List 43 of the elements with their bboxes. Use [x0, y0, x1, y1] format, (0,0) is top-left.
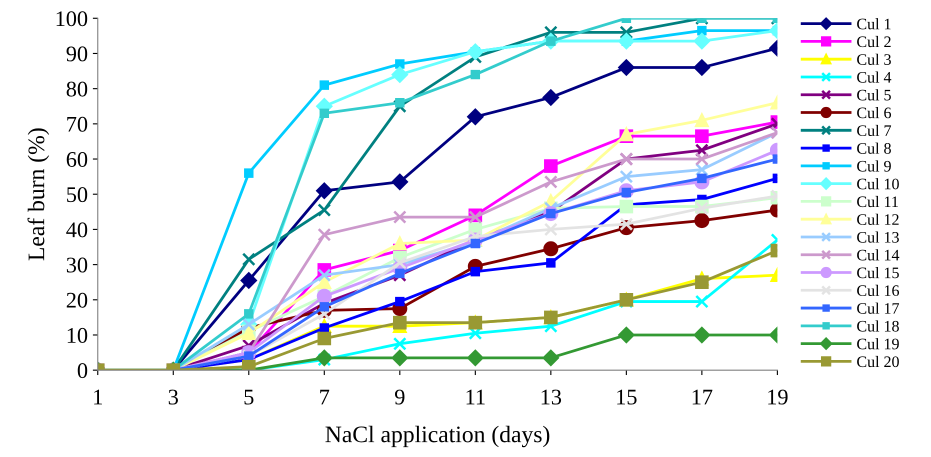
y-tick-label: 90 — [66, 46, 88, 62]
y-tick-label: 50 — [67, 187, 88, 202]
legend-label: Cul 19 — [857, 338, 899, 350]
x-tick-label: 15 — [617, 390, 637, 405]
x-tick-label: 7 — [320, 390, 330, 404]
legend-label: Cul 20 — [857, 356, 899, 368]
x-tick-label: 3 — [168, 390, 178, 405]
legend-label: Cul 3 — [857, 54, 891, 65]
legend-label: Cul 16 — [857, 284, 900, 296]
legend-label: Cul 10 — [857, 178, 899, 190]
legend-label: Cul 12 — [857, 214, 899, 225]
legend-label: Cul 9 — [857, 160, 891, 172]
legend-label: Cul 11 — [857, 196, 898, 208]
y-tick-label: 20 — [66, 292, 88, 308]
y-axis-title: Leaf burn (%) — [27, 128, 50, 260]
y-tick-label: 100 — [56, 11, 88, 26]
x-tick-label: 11 — [466, 390, 485, 404]
legend-label: Cul 15 — [857, 267, 899, 278]
legend-label: Cul 6 — [857, 107, 892, 118]
legend-label: Cul 2 — [857, 36, 891, 48]
y-tick-label: 40 — [66, 222, 88, 238]
legend-label: Cul 17 — [857, 302, 900, 314]
x-tick-label: 5 — [244, 390, 254, 405]
x-tick-label: 17 — [692, 390, 712, 404]
y-tick-label: 60 — [66, 152, 88, 167]
x-tick-label: 19 — [768, 390, 788, 405]
y-tick-label: 80 — [66, 82, 88, 97]
legend-label: Cul 4 — [857, 71, 892, 83]
legend-label: Cul 14 — [857, 249, 900, 260]
legend-label: Cul 18 — [857, 320, 899, 332]
y-tick-label: 70 — [67, 116, 88, 132]
x-tick-label: 9 — [394, 390, 404, 405]
x-axis-title: NaCl application (days) — [325, 426, 550, 448]
x-tick-label: 1 — [94, 390, 102, 404]
legend-label: Cul 13 — [857, 231, 899, 243]
legend-label: Cul 1 — [857, 18, 891, 30]
x-tick-label: 13 — [542, 390, 562, 405]
legend-label: Cul 5 — [857, 89, 891, 100]
legend-label: Cul 7 — [857, 124, 892, 136]
y-tick-label: 0 — [78, 363, 88, 378]
y-tick-label: 10 — [68, 328, 88, 343]
y-tick-label: 30 — [66, 258, 88, 273]
legend-label: Cul 8 — [857, 142, 891, 154]
